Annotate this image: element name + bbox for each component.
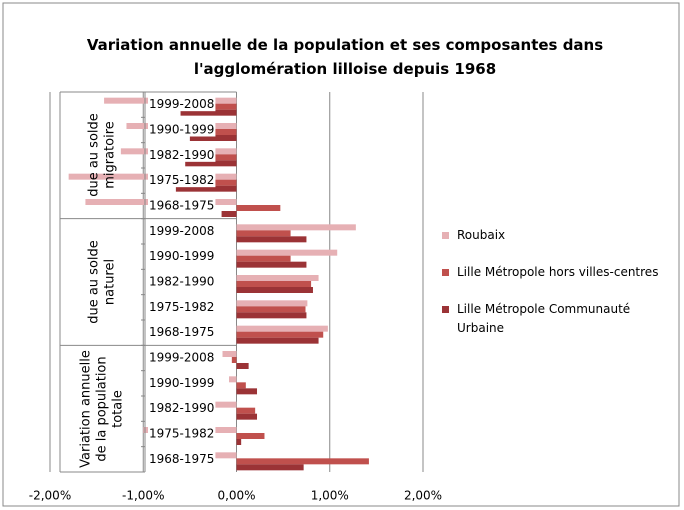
chart-title: Variation annuelle de la population et s… xyxy=(87,36,603,78)
bar xyxy=(236,439,242,445)
legend-label: Roubaix xyxy=(457,228,506,242)
legend-label: Lille Métropole hors villes-centres xyxy=(457,265,659,279)
legend-swatch xyxy=(442,306,449,313)
bar xyxy=(221,211,237,217)
bar xyxy=(229,376,237,383)
legend-label: Lille Métropole Communauté Urbaine xyxy=(457,302,631,335)
label-background xyxy=(148,375,216,390)
bar xyxy=(236,337,319,344)
label-background xyxy=(148,122,216,137)
bar xyxy=(236,388,258,395)
y-tick-label: 1990-1999 xyxy=(149,123,214,137)
y-tick-label: 1999-2008 xyxy=(149,97,214,111)
group-label: Variation annuelle de la population tota… xyxy=(78,349,126,468)
y-tick-label: 1999-2008 xyxy=(149,351,214,365)
bar xyxy=(236,464,304,471)
label-background xyxy=(148,274,216,289)
y-tick-label: 1990-1999 xyxy=(149,249,214,263)
bar xyxy=(236,255,291,262)
x-tick-label: -2,00% xyxy=(29,489,71,503)
label-background xyxy=(148,198,216,213)
label-background xyxy=(148,426,216,441)
bar xyxy=(194,401,237,408)
label-background xyxy=(148,173,216,188)
label-background xyxy=(148,451,216,466)
y-tick-label: 1982-1990 xyxy=(149,275,214,289)
legend-item: Lille Métropole hors villes-centres xyxy=(442,263,662,282)
y-tick-label: 1975-1982 xyxy=(149,427,214,441)
y-tick-label: 1982-1990 xyxy=(149,401,214,415)
bar xyxy=(236,382,246,389)
bar xyxy=(236,249,338,256)
x-tick-label: 1,00% xyxy=(311,489,349,503)
x-tick-label: 0,00% xyxy=(217,489,255,503)
bar xyxy=(236,300,308,307)
bar xyxy=(236,325,328,332)
bar xyxy=(236,331,324,338)
bar xyxy=(236,275,319,281)
label-background xyxy=(148,147,216,162)
label-background xyxy=(148,97,216,112)
bar xyxy=(236,407,256,414)
label-background xyxy=(148,299,216,314)
bar xyxy=(236,306,306,313)
x-tick-label: 2,00% xyxy=(404,489,442,503)
bar xyxy=(236,363,249,369)
bar xyxy=(236,287,313,293)
legend-swatch xyxy=(442,232,449,239)
bar xyxy=(180,109,237,116)
bar xyxy=(185,160,237,167)
bar xyxy=(236,433,265,439)
bar xyxy=(236,413,258,420)
group-label: due au solde naturel xyxy=(86,240,118,324)
y-tick-label: 1990-1999 xyxy=(149,376,214,390)
label-background xyxy=(148,325,216,340)
y-tick-label: 1999-2008 xyxy=(149,224,214,238)
y-tick-label: 1982-1990 xyxy=(149,148,214,162)
y-tick-label: 1968-1975 xyxy=(149,325,214,339)
group-label: due au solde migratoire xyxy=(86,113,118,198)
x-tick-label: -1,00% xyxy=(122,489,164,503)
bar xyxy=(236,224,356,231)
label-background xyxy=(148,350,216,365)
label-background xyxy=(148,223,216,238)
bar xyxy=(236,261,307,268)
legend: Roubaix Lille Métropole hors villes-centr… xyxy=(442,226,662,356)
y-tick-label: 1975-1982 xyxy=(149,300,214,314)
bar xyxy=(236,205,281,211)
bar xyxy=(236,236,307,243)
bar xyxy=(189,135,237,141)
bar xyxy=(175,185,237,192)
label-background xyxy=(148,249,216,264)
label-background xyxy=(148,401,216,416)
y-tick-label: 1968-1975 xyxy=(149,199,214,213)
legend-item: Roubaix xyxy=(442,226,662,245)
y-tick-label: 1968-1975 xyxy=(149,452,214,466)
bar xyxy=(236,312,307,319)
bar xyxy=(231,357,237,363)
bar xyxy=(236,230,291,237)
legend-swatch xyxy=(442,269,449,276)
bar xyxy=(222,351,237,357)
bar xyxy=(236,458,369,465)
bar xyxy=(236,281,312,287)
legend-item: Lille Métropole Communauté Urbaine xyxy=(442,300,662,338)
y-tick-label: 1975-1982 xyxy=(149,173,214,187)
